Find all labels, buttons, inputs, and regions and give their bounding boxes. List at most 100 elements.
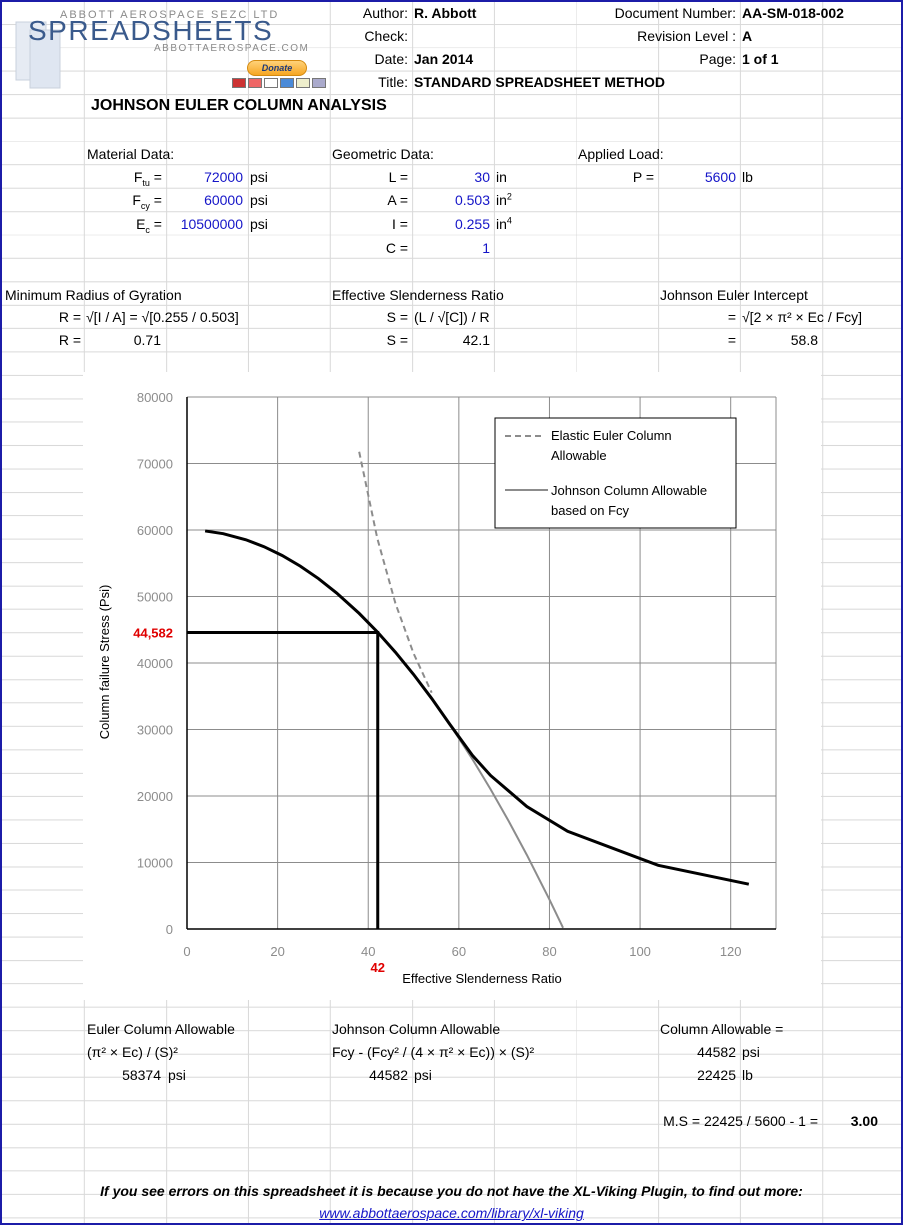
slenderness-value: 42.1 — [462, 332, 490, 348]
marker-y-label: 44,582 — [133, 626, 173, 641]
slenderness-formula: (L / √[C]) / R — [414, 309, 490, 325]
p-input[interactable]: 5600 — [704, 169, 736, 185]
johnson-value: 44582 — [369, 1067, 408, 1083]
geometry-heading: Geometric Data: — [332, 146, 434, 162]
ec-label: Ec = — [136, 216, 162, 235]
legend-johnson-line2: based on Fcy — [551, 503, 630, 518]
i-label: I = — [392, 216, 408, 232]
series-line-3 — [204, 529, 750, 886]
margin-label: M.S = 22425 / 5600 - 1 = — [663, 1113, 818, 1129]
revision-value: A — [742, 28, 753, 44]
title-label: Title: — [378, 74, 408, 90]
page-value: 1 of 1 — [742, 51, 779, 67]
donate-button[interactable]: Donate — [247, 60, 307, 76]
ec-unit: psi — [250, 216, 268, 232]
sheet-title: JOHNSON EULER COLUMN ANALYSIS — [91, 97, 387, 114]
load-heading: Applied Load: — [578, 146, 664, 162]
intercept-heading: Johnson Euler Intercept — [660, 287, 808, 303]
radius-value: 0.71 — [133, 332, 161, 348]
radius-label: R = — [58, 309, 81, 325]
intercept-label-2: = — [727, 332, 736, 348]
euler-formula: (π² × Ec) / (S)² — [87, 1044, 178, 1060]
logo-company: ABBOTT AEROSPACE SEZC LTD — [60, 9, 279, 21]
x-tick-label: 40 — [361, 944, 375, 959]
i-unit: in4 — [496, 215, 512, 232]
i-input[interactable]: 0.255 — [454, 216, 490, 232]
x-tick-label: 60 — [452, 944, 466, 959]
material-heading: Material Data: — [87, 146, 175, 162]
allowable-stress: 44582 — [697, 1044, 736, 1060]
c-input[interactable]: 1 — [482, 240, 490, 256]
i-unit-text: in — [496, 216, 507, 232]
x-axis-label: Effective Slenderness Ratio — [402, 971, 561, 986]
y-tick-label: 30000 — [137, 723, 173, 738]
x-tick-label: 80 — [542, 944, 556, 959]
p-label: P = — [632, 169, 654, 185]
docnum-label: Document Number: — [614, 5, 736, 21]
date-value: Jan 2014 — [414, 51, 474, 67]
johnson-heading: Johnson Column Allowable — [332, 1021, 501, 1037]
johnson-unit: psi — [414, 1067, 432, 1083]
euler-value: 58374 — [122, 1067, 161, 1083]
author-label: Author: — [362, 5, 408, 21]
ftu-unit: psi — [250, 169, 268, 185]
author-value: R. Abbott — [414, 5, 477, 21]
a-unit-text: in — [496, 192, 507, 208]
y-tick-label: 80000 — [137, 390, 173, 405]
euler-unit: psi — [168, 1067, 186, 1083]
radius-heading: Minimum Radius of Gyration — [5, 287, 182, 303]
y-tick-label: 60000 — [137, 523, 173, 538]
marker-x-label: 42 — [371, 960, 385, 975]
column-allowable-chart: 0 20 40 60 80 100 120 0 10000 20000 30000 40000 5000… — [97, 390, 777, 986]
c-label: C = — [385, 240, 408, 256]
intercept-value: 58.8 — [790, 332, 818, 348]
allowable-load: 22425 — [697, 1067, 736, 1083]
y-tick-label: 70000 — [137, 457, 173, 472]
allowable-load-unit: lb — [742, 1067, 753, 1083]
x-tick-label: 0 — [183, 944, 190, 959]
abbott-spreadsheets-logo: ABBOTT AEROSPACE SEZC LTD SPREADSHEETS A… — [15, 9, 308, 89]
y-tick-label: 40000 — [137, 656, 173, 671]
title-value: STANDARD SPREADSHEET METHOD — [414, 74, 665, 90]
fcy-unit: psi — [250, 192, 268, 208]
intercept-marker-lines — [187, 631, 380, 929]
check-label: Check: — [364, 28, 408, 44]
margin-value: 3.00 — [850, 1113, 878, 1129]
page-label: Page: — [699, 51, 736, 67]
y-tick-label: 0 — [166, 922, 173, 937]
ec-input[interactable]: 10500000 — [180, 216, 243, 232]
x-tick-label: 20 — [270, 944, 284, 959]
a-unit: in2 — [496, 191, 512, 208]
l-unit: in — [496, 169, 507, 185]
intercept-formula: √[2 × π² × Ec / Fcy] — [742, 309, 863, 325]
euler-heading: Euler Column Allowable — [87, 1021, 235, 1037]
l-input[interactable]: 30 — [474, 169, 490, 185]
x-tick-label: 100 — [629, 944, 651, 959]
slenderness-heading: Effective Slenderness Ratio — [332, 287, 504, 303]
legend-euler-line1: Elastic Euler Column — [551, 428, 672, 443]
radius-label-2: R = — [58, 332, 81, 348]
allowable-stress-unit: psi — [742, 1044, 760, 1060]
slenderness-label: S = — [386, 309, 408, 325]
series-line-1 — [358, 451, 433, 694]
a-label: A = — [387, 192, 408, 208]
p-unit: lb — [742, 169, 753, 185]
intercept-label: = — [727, 309, 736, 325]
fcy-input[interactable]: 60000 — [204, 192, 243, 208]
y-tick-label: 20000 — [137, 789, 173, 804]
legend-euler-line2: Allowable — [551, 448, 607, 463]
radius-formula: √[I / A] = √[0.255 / 0.503] — [86, 309, 239, 325]
y-axis-label: Column failure Stress (Psi) — [97, 585, 112, 740]
date-label: Date: — [374, 51, 408, 67]
series-line-2 — [448, 723, 564, 929]
x-tick-label: 120 — [720, 944, 742, 959]
l-label: L = — [388, 169, 408, 185]
ftu-input[interactable]: 72000 — [204, 169, 243, 185]
payment-cards-icon — [232, 78, 326, 88]
legend: Elastic Euler Column Allowable Johnson C… — [494, 417, 737, 529]
a-input[interactable]: 0.503 — [454, 192, 490, 208]
y-tick-label: 10000 — [137, 856, 173, 871]
docnum-value: AA-SM-018-002 — [742, 5, 844, 21]
xl-viking-link[interactable]: www.abbottaerospace.com/library/xl-vikin… — [319, 1205, 584, 1221]
fcy-label: Fcy = — [132, 192, 162, 211]
